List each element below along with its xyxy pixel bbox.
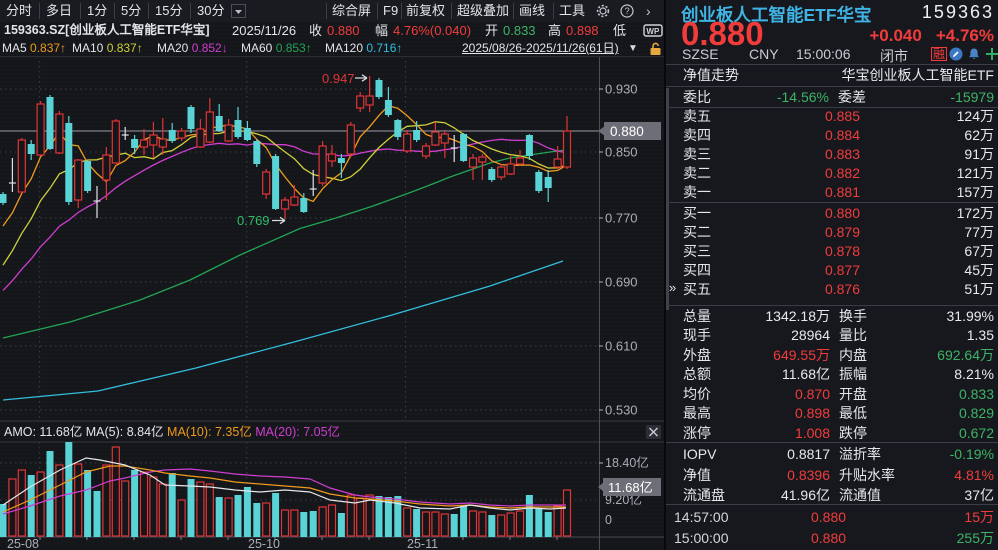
svg-text:?: ?	[625, 6, 630, 16]
svg-text:25-11: 25-11	[407, 537, 438, 550]
svg-text:25-10: 25-10	[248, 537, 280, 550]
svg-text:0.530: 0.530	[605, 403, 638, 418]
svg-text:0.947: 0.947	[322, 71, 355, 86]
svg-text:0.769: 0.769	[237, 213, 270, 228]
svg-text:0.770: 0.770	[605, 211, 638, 226]
svg-text:0.880: 0.880	[610, 124, 644, 139]
svg-text:25-08: 25-08	[7, 537, 39, 550]
svg-text:0: 0	[605, 513, 612, 527]
svg-text:WP: WP	[646, 27, 660, 36]
svg-text:0.850: 0.850	[605, 145, 638, 160]
svg-text:AMO: 11.68亿 MA(5): 8.84亿 MA(: AMO: 11.68亿 MA(5): 8.84亿 MA(10): 7.35亿 M…	[4, 424, 340, 439]
svg-text:0.690: 0.690	[605, 275, 638, 290]
svg-text:0.930: 0.930	[605, 82, 638, 97]
svg-text:11.68亿: 11.68亿	[608, 480, 653, 495]
svg-text:0.610: 0.610	[605, 339, 638, 354]
svg-text:18.40亿: 18.40亿	[605, 455, 649, 470]
